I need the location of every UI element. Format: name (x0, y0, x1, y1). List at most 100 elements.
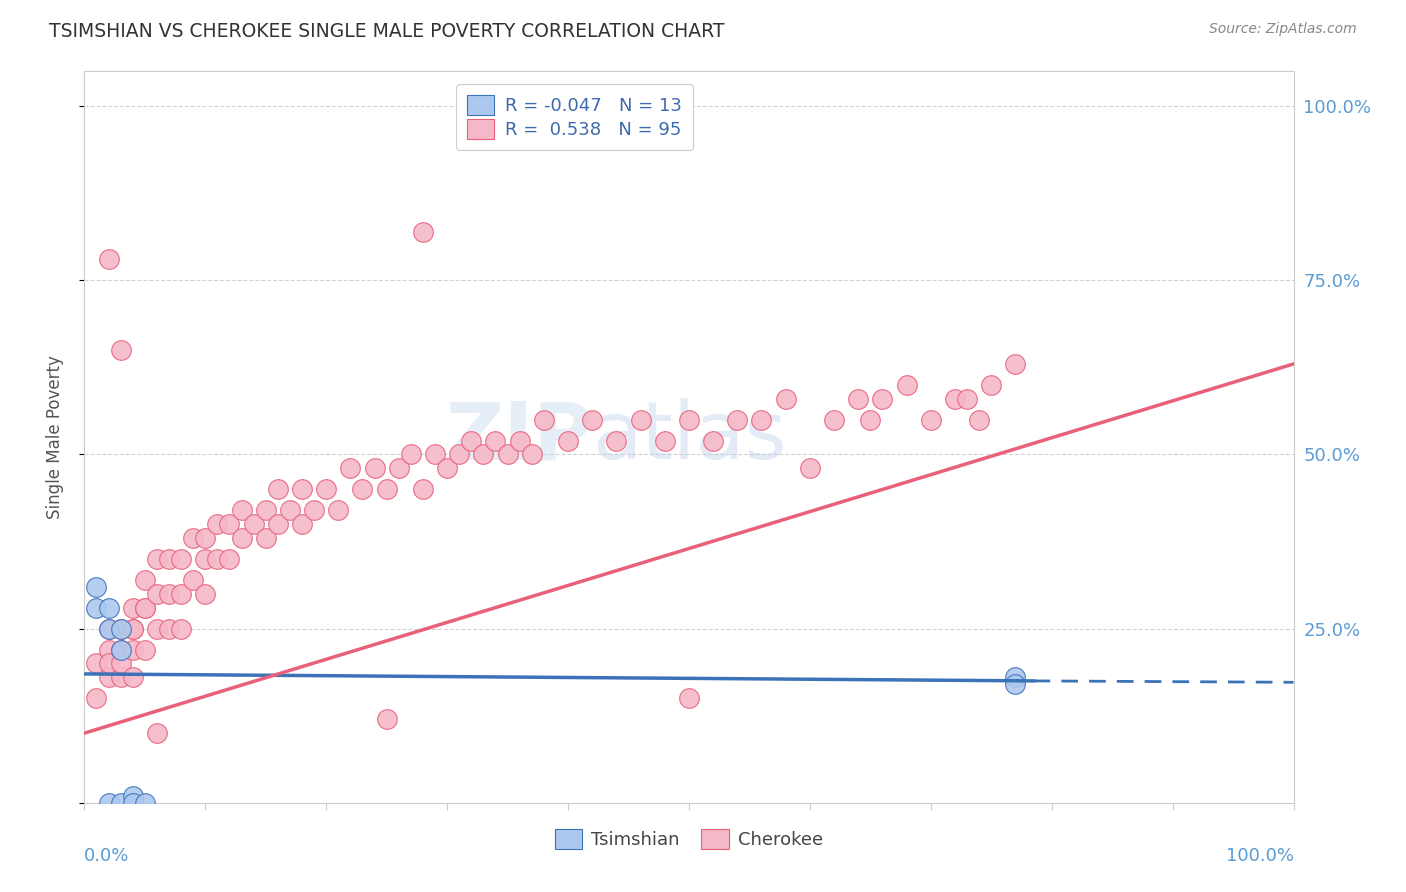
Point (352, 483, 374, 497)
Point (920, 412, 942, 426)
Point (725, 412, 748, 426)
Text: TSIMSHIAN VS CHEROKEE SINGLE MALE POVERTY CORRELATION CHART: TSIMSHIAN VS CHEROKEE SINGLE MALE POVERT… (49, 22, 724, 41)
Point (134, 600, 156, 615)
Point (799, 461, 821, 475)
Point (315, 483, 337, 497)
Point (170, 622, 193, 636)
Point (121, 796, 143, 810)
Point (86, 691, 108, 706)
Point (110, 622, 132, 636)
Point (110, 642, 132, 657)
Point (97, 600, 120, 615)
Point (291, 483, 314, 497)
Point (134, 600, 156, 615)
Point (146, 622, 169, 636)
Point (97, 642, 120, 657)
Point (194, 587, 217, 601)
Point (423, 448, 446, 462)
Point (302, 503, 325, 517)
Text: ZIP: ZIP (444, 398, 592, 476)
Point (399, 448, 422, 462)
Point (170, 552, 193, 566)
Point (97, 622, 120, 636)
Point (254, 503, 277, 517)
Point (110, 657, 132, 671)
Point (328, 503, 350, 517)
Point (1004, 670, 1026, 684)
Point (896, 377, 918, 392)
Point (859, 412, 882, 426)
Point (557, 434, 579, 448)
Point (86, 657, 108, 671)
Point (218, 552, 240, 566)
Point (363, 461, 385, 475)
Text: 0.0%: 0.0% (84, 847, 129, 864)
Point (110, 796, 132, 810)
Point (254, 531, 277, 545)
Point (267, 517, 290, 532)
Text: 100.0%: 100.0% (1226, 847, 1294, 864)
Point (181, 573, 204, 587)
Point (121, 622, 143, 636)
Point (533, 412, 555, 426)
Text: atlas: atlas (592, 398, 786, 476)
Point (967, 412, 990, 426)
Point (121, 642, 143, 657)
Point (181, 531, 204, 545)
Point (630, 412, 652, 426)
Point (146, 726, 169, 740)
Point (484, 434, 506, 448)
Point (375, 712, 398, 726)
Point (207, 552, 229, 566)
Point (242, 517, 264, 532)
Point (278, 503, 301, 517)
Text: Source: ZipAtlas.com: Source: ZipAtlas.com (1209, 22, 1357, 37)
Point (86, 600, 108, 615)
Point (472, 448, 495, 462)
Point (146, 552, 169, 566)
Point (97, 252, 120, 267)
Point (157, 622, 180, 636)
Point (943, 392, 966, 406)
Point (449, 448, 471, 462)
Y-axis label: Single Male Poverty: Single Male Poverty (45, 355, 63, 519)
Point (605, 434, 627, 448)
Point (134, 796, 156, 810)
Point (1004, 677, 1026, 691)
Legend: Tsimshian, Cherokee: Tsimshian, Cherokee (548, 822, 830, 856)
Point (823, 412, 845, 426)
Point (751, 412, 773, 426)
Point (194, 552, 217, 566)
Point (146, 587, 169, 601)
Point (412, 483, 434, 497)
Point (170, 587, 193, 601)
Point (375, 483, 398, 497)
Point (1004, 357, 1026, 371)
Point (436, 461, 458, 475)
Point (520, 448, 543, 462)
Point (654, 434, 676, 448)
Point (872, 392, 894, 406)
Point (509, 434, 531, 448)
Point (231, 531, 253, 545)
Point (956, 392, 979, 406)
Point (339, 461, 361, 475)
Point (412, 225, 434, 239)
Point (121, 622, 143, 636)
Point (110, 642, 132, 657)
Point (678, 691, 700, 706)
Point (194, 531, 217, 545)
Point (702, 434, 724, 448)
Point (207, 517, 229, 532)
Point (134, 642, 156, 657)
Point (775, 392, 797, 406)
Point (121, 789, 143, 803)
Point (110, 622, 132, 636)
Point (97, 670, 120, 684)
Point (291, 517, 314, 532)
Point (110, 670, 132, 684)
Point (980, 377, 1002, 392)
Point (97, 622, 120, 636)
Point (678, 412, 700, 426)
Point (121, 600, 143, 615)
